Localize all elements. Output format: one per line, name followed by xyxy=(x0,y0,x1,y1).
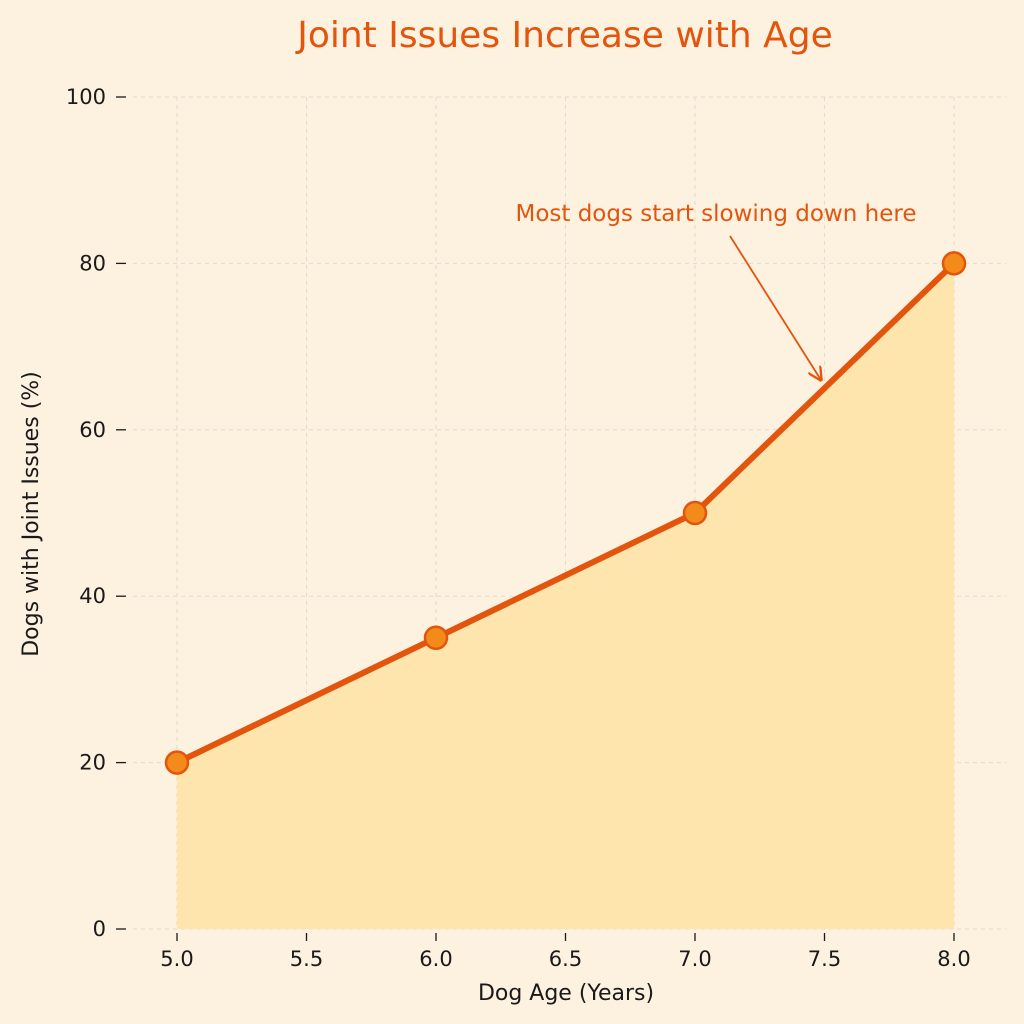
x-tick-label: 7.0 xyxy=(678,947,711,971)
x-tick-label: 5.5 xyxy=(290,947,323,971)
data-point xyxy=(423,625,449,651)
x-tick-label: 8.0 xyxy=(937,947,970,971)
annotation-layer: Most dogs start slowing down here xyxy=(515,201,917,380)
y-tick-label: 100 xyxy=(66,85,106,109)
marker-layer xyxy=(164,251,967,775)
area-fill xyxy=(177,263,954,929)
data-point xyxy=(682,500,708,526)
y-tick-label: 40 xyxy=(79,584,106,608)
x-axis-label: Dog Age (Years) xyxy=(478,981,654,1006)
y-tick-label: 20 xyxy=(79,751,106,775)
x-tick-label: 5.0 xyxy=(160,947,193,971)
annotation-arrow xyxy=(729,235,821,380)
data-point xyxy=(941,251,967,276)
annotation-text: Most dogs start slowing down here xyxy=(515,201,916,227)
y-tick-label: 80 xyxy=(79,251,106,275)
x-tick-label: 6.5 xyxy=(549,947,582,971)
y-axis-label: Dogs with Joint Issues (%) xyxy=(19,371,44,657)
y-tick-label: 0 xyxy=(93,917,106,941)
series-line xyxy=(174,260,957,766)
data-point xyxy=(164,750,190,775)
axes-layer: 0 20 40 60 80 100 5.0 5.5 6.0 6.5 7.0 7.5 8.0 xyxy=(66,85,971,971)
x-tick-label: 7.5 xyxy=(808,947,841,971)
x-tick-label: 6.0 xyxy=(419,947,452,971)
chart-title: Joint Issues Increase with Age xyxy=(295,15,833,56)
area-layer xyxy=(177,263,954,929)
line-layer xyxy=(174,260,957,766)
y-tick-label: 60 xyxy=(79,418,106,442)
